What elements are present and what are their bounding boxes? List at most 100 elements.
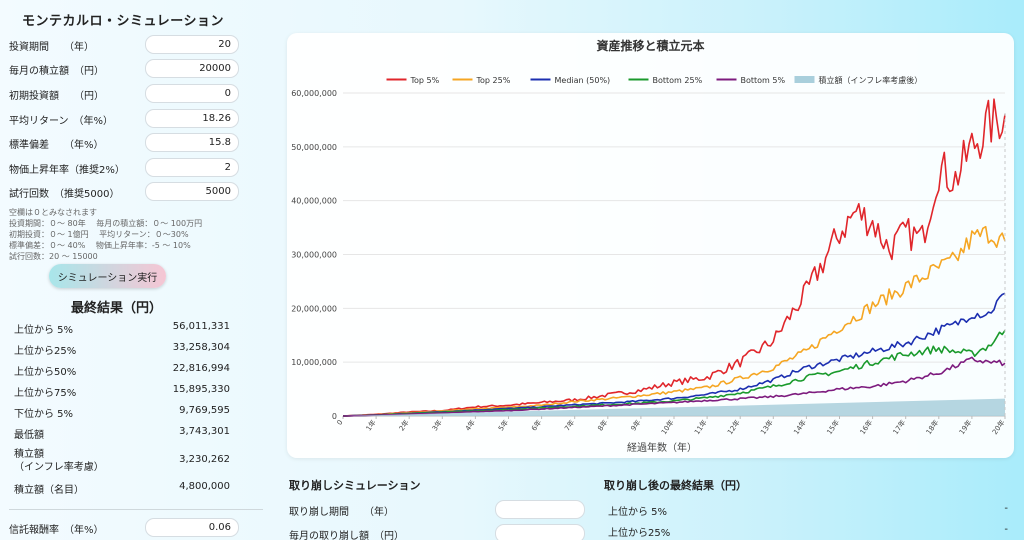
fee-label: 信託報酬率 （年%） bbox=[9, 525, 104, 536]
x-tick-label: 20年 bbox=[990, 418, 1007, 436]
y-tick-label: 40,000,000 bbox=[291, 197, 337, 206]
withdraw-amount-label: 毎月の取り崩し額 （円） bbox=[289, 531, 404, 540]
x-tick-label: 12年 bbox=[725, 418, 742, 436]
chart-title: 資産推移と積立元本 bbox=[596, 38, 704, 53]
initial-input[interactable] bbox=[145, 84, 239, 103]
result-row: 上位から 5% 56,011,331 bbox=[14, 321, 230, 336]
inflation-label: 物価上昇年率（推奨2%） bbox=[9, 165, 125, 176]
result-label: 下位から 5% bbox=[14, 409, 74, 420]
divider bbox=[9, 509, 263, 510]
result-label: 上位から 5% bbox=[14, 325, 74, 336]
form-row-inflation: 物価上昇年率（推奨2%） bbox=[9, 158, 239, 177]
withdraw-amount-row: 毎月の取り崩し額 （円） bbox=[289, 524, 586, 540]
legend-label: Bottom 25% bbox=[653, 76, 703, 85]
stdev-input[interactable] bbox=[145, 133, 239, 152]
trials-input[interactable] bbox=[145, 182, 239, 201]
x-tick-label: 0 bbox=[336, 419, 345, 427]
withdraw-period-row: 取り崩し期間 （年） bbox=[289, 500, 586, 519]
form-row-fee: 信託報酬率 （年%） bbox=[9, 518, 239, 537]
result-value: 3,743,301 bbox=[179, 426, 230, 437]
result-row: 下位から 5% 9,769,595 bbox=[14, 405, 230, 420]
return-input[interactable] bbox=[145, 109, 239, 128]
withdraw-result-label: 上位から25% bbox=[608, 528, 671, 539]
legend-label: Top 25% bbox=[476, 76, 511, 85]
help-line: 投資期間：０〜 80年 毎月の積立額：０〜 100万円 bbox=[9, 219, 203, 228]
chart-grid bbox=[343, 92, 1005, 417]
result-value: 22,816,994 bbox=[172, 363, 230, 374]
form-row-period: 投資期間 （年） bbox=[9, 35, 239, 54]
withdraw-result-row: 上位から 5% - bbox=[608, 503, 1008, 518]
x-tick-label: 2年 bbox=[397, 418, 411, 433]
result-value: 56,011,331 bbox=[172, 321, 230, 332]
stdev-label: 標準偏差 （年%） bbox=[9, 140, 104, 151]
x-tick-label: 7年 bbox=[562, 418, 576, 433]
x-tick-label: 5年 bbox=[496, 418, 510, 433]
chart-series bbox=[342, 98, 1006, 417]
result-label: 上位から50% bbox=[14, 367, 77, 378]
x-axis-label: 経過年数（年） bbox=[627, 441, 697, 454]
monthly-input[interactable] bbox=[145, 59, 239, 78]
x-tick-label: 17年 bbox=[891, 418, 908, 436]
withdraw-results-title: 取り崩し後の最終結果（円） bbox=[604, 479, 747, 492]
x-tick-label: 4年 bbox=[463, 418, 477, 433]
x-tick-label: 16年 bbox=[858, 418, 875, 436]
legend-label: Median (50%) bbox=[555, 76, 611, 85]
withdraw-period-input[interactable] bbox=[495, 500, 585, 519]
y-tick-label: 10,000,000 bbox=[291, 358, 337, 367]
result-row: 上位から75% 15,895,330 bbox=[14, 384, 230, 399]
result-value: 9,769,595 bbox=[179, 405, 230, 416]
app-title: モンテカルロ・シミュレーション bbox=[22, 14, 224, 29]
x-tick-label: 14年 bbox=[792, 418, 809, 436]
y-tick-label: 20,000,000 bbox=[291, 304, 337, 313]
legend-swatch bbox=[794, 76, 815, 83]
x-tick-label: 11年 bbox=[692, 418, 709, 436]
help-line: 空欄は０とみなされます bbox=[9, 208, 97, 217]
result-value: 15,895,330 bbox=[172, 384, 230, 395]
x-tick-label: 10年 bbox=[659, 418, 676, 436]
return-label: 平均リターン （年%） bbox=[9, 116, 114, 127]
result-row: 最低額 3,743,301 bbox=[14, 426, 230, 441]
result-label: 上位から25% bbox=[14, 346, 77, 357]
help-line: 初期投資：０〜 1億円 平均リターン：０〜30% bbox=[9, 230, 189, 239]
withdraw-result-value: - bbox=[1004, 524, 1008, 535]
initial-label: 初期投資額 （円） bbox=[9, 91, 104, 102]
withdraw-result-value: - bbox=[1004, 503, 1008, 514]
inflation-input[interactable] bbox=[145, 158, 239, 177]
help-line: 試行回数：20 〜 15000 bbox=[9, 252, 98, 261]
y-tick-label: 50,000,000 bbox=[291, 143, 337, 152]
result-value: 33,258,304 bbox=[172, 342, 230, 353]
withdraw-title: 取り崩しシミュレーション bbox=[289, 479, 421, 492]
result-row: 上位から50% 22,816,994 bbox=[14, 363, 230, 378]
form-row-stdev: 標準偏差 （年%） bbox=[9, 133, 239, 152]
chart-legend: Top 5% Top 25% Median (50%) Bottom 25% Botto… bbox=[386, 75, 923, 85]
x-axis: 0 1年 2年 3年 4年 5年 6年 7年 8年 9年 10年 11年 12年 13年 14年 15年 16年… bbox=[336, 416, 1007, 436]
monthly-label: 毎月の積立額 （円） bbox=[9, 66, 104, 77]
x-tick-label: 13年 bbox=[758, 418, 775, 436]
x-tick-label: 8年 bbox=[595, 418, 609, 433]
x-tick-label: 6年 bbox=[529, 418, 543, 433]
series-line bbox=[342, 356, 1006, 417]
results-title: 最終結果（円） bbox=[70, 301, 162, 316]
result-value: 4,800,000 bbox=[179, 481, 230, 492]
period-label: 投資期間 （年） bbox=[9, 42, 94, 53]
legend-label: 積立額（インフレ率考慮後） bbox=[819, 75, 923, 85]
x-tick-label: 9年 bbox=[629, 418, 643, 433]
settings-panel: モンテカルロ・シミュレーション 投資期間 （年） 毎月の積立額 （円） 初期投資… bbox=[0, 0, 265, 540]
series-line bbox=[342, 225, 1006, 417]
withdraw-amount-input[interactable] bbox=[495, 524, 585, 540]
fee-input[interactable] bbox=[145, 518, 239, 537]
form-row-return: 平均リターン （年%） bbox=[9, 109, 239, 128]
withdraw-period-label: 取り崩し期間 （年） bbox=[289, 507, 394, 518]
legend-label: Bottom 5% bbox=[741, 76, 786, 85]
x-tick-label: 18年 bbox=[924, 418, 941, 436]
asset-chart: 資産推移と積立元本 Top 5% Top 25% Median (50%) Botto… bbox=[291, 38, 1007, 454]
chart-card: 資産推移と積立元本 Top 5% Top 25% Median (50%) Botto… bbox=[287, 33, 1014, 458]
result-row: 積立額 （インフレ率考慮） 3,230,262 bbox=[14, 448, 230, 476]
trials-label: 試行回数 （推奨5000） bbox=[9, 189, 120, 200]
result-label: 最低額 bbox=[14, 430, 44, 441]
y-tick-label: 30,000,000 bbox=[291, 251, 337, 260]
run-simulation-button[interactable]: シミュレーション実行 bbox=[49, 264, 166, 288]
form-row-monthly: 毎月の積立額 （円） bbox=[9, 59, 239, 78]
period-input[interactable] bbox=[145, 35, 239, 54]
y-axis: 0 10,000,000 20,000,000 30,000,000 40,000,00… bbox=[291, 89, 337, 421]
